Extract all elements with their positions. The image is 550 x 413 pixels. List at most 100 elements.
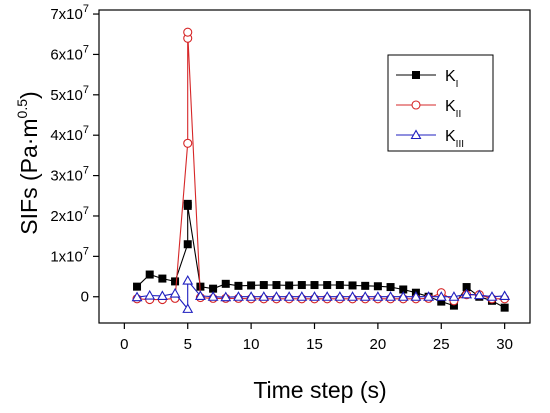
legend-label-k-iii: KIII (445, 128, 464, 150)
data-point-k-iii (144, 289, 156, 300)
y-tick-label-exponent: 7 (83, 84, 89, 96)
data-point-k-i (348, 281, 357, 290)
x-tick-label: 0 (120, 336, 128, 353)
data-point-k-iii (448, 291, 460, 301)
data-point-k-iii (220, 291, 232, 302)
x-axis-ticks: 0 5 10 15 20 25 30 (120, 323, 513, 353)
legend-marker-k-i (412, 71, 420, 79)
y-tick-label: 7x107 (50, 3, 89, 23)
data-point-k-i (247, 281, 256, 290)
data-point-k-iii (258, 291, 270, 301)
y-axis-title: SIFs (Pa·m0.5) (14, 91, 42, 234)
legend-label-subscript: III (456, 139, 464, 150)
data-point-k-iii (372, 291, 384, 301)
data-point-k-iii (359, 291, 371, 301)
data-point-k-iii (271, 291, 282, 301)
data-point-k-ii (183, 27, 193, 37)
y-tick-label-exponent: 7 (83, 43, 89, 55)
data-point-k-i (171, 277, 180, 286)
legend-label-subscript: I (456, 79, 459, 90)
data-point-k-i (133, 282, 142, 291)
x-tick-label: 15 (306, 336, 323, 353)
data-point-k-iii (182, 274, 194, 285)
y-tick-label-base: 0 (81, 289, 89, 306)
y-tick-label-base: 3x10 (50, 168, 83, 185)
legend-label-main: K (445, 68, 456, 85)
data-point-k-iii (131, 291, 143, 302)
data-point-k-iii (473, 289, 485, 300)
y-tick-label-exponent: 7 (83, 165, 89, 177)
y-tick-label-exponent: 7 (83, 3, 89, 15)
legend-box (387, 54, 494, 152)
data-point-k-iii (334, 291, 346, 301)
data-point-k-i (373, 282, 382, 291)
series-k-iii (131, 274, 511, 313)
y-tick-label-exponent: 7 (83, 245, 89, 257)
data-point-k-iii (486, 291, 498, 301)
data-point-k-i (285, 281, 294, 290)
data-point-k-iii (321, 291, 333, 301)
data-point-k-i (272, 281, 281, 290)
legend-label-main: K (445, 128, 456, 145)
data-point-k-iii (169, 287, 181, 298)
data-point-k-iii (385, 291, 396, 301)
data-point-k-iii (233, 291, 244, 301)
legend-marker-k-iii (410, 129, 422, 140)
data-point-k-i (209, 284, 218, 293)
y-axis-title-close: ) (16, 91, 42, 99)
x-tick-label: 20 (370, 336, 387, 353)
data-point-k-iii (194, 290, 206, 300)
data-point-k-iii (423, 291, 435, 301)
y-tick-label: 1x107 (50, 245, 89, 265)
data-point-k-i (323, 281, 332, 290)
x-tick-label: 30 (496, 336, 513, 353)
data-point-k-iii (156, 290, 168, 300)
data-point-k-iii (309, 291, 320, 301)
data-point-k-i (145, 270, 154, 279)
data-point-k-iii (410, 291, 422, 301)
y-tick-label: 6x107 (50, 43, 89, 63)
data-point-k-i (183, 240, 192, 249)
data-point-k-i (361, 281, 370, 290)
y-tick-label: 4x107 (50, 124, 89, 144)
y-axis-title-main: SIFs (Pa·m (16, 118, 42, 234)
data-point-k-iii (397, 291, 409, 301)
y-tick-label-base: 5x10 (50, 87, 83, 104)
data-point-k-ii (183, 138, 193, 148)
legend-label-k-ii: KII (445, 98, 461, 120)
data-point-k-i (183, 201, 192, 210)
data-point-k-iii (283, 291, 295, 301)
legend-label-main: K (445, 98, 456, 115)
legend-label-subscript: II (456, 109, 462, 120)
x-tick-label: 5 (184, 336, 192, 353)
legend-label-k-i: KI (445, 68, 458, 90)
data-point-k-i (335, 281, 344, 290)
data-point-k-i (221, 279, 230, 288)
y-tick-label: 5x107 (50, 84, 89, 104)
x-axis-title: Time step (s) (253, 377, 386, 403)
y-tick-label-exponent: 7 (83, 124, 89, 136)
series-layer (131, 27, 511, 313)
data-point-k-i (234, 281, 243, 290)
y-tick-label: 2x107 (50, 205, 89, 225)
data-point-k-i (158, 274, 167, 283)
data-point-k-i (500, 303, 509, 312)
y-tick-label-base: 4x10 (50, 127, 83, 144)
data-point-k-i (297, 281, 306, 290)
y-axis-title-text: SIFs (Pa·m0.5) (14, 91, 42, 234)
data-point-k-i (386, 283, 395, 292)
data-point-k-i (310, 281, 319, 290)
data-point-k-i (259, 281, 268, 290)
data-point-k-iii (435, 291, 447, 301)
y-tick-label-base: 1x10 (50, 248, 83, 265)
data-point-k-iii (461, 288, 473, 299)
data-point-k-iii (499, 290, 511, 300)
series-line-k-i (136, 203, 505, 309)
legend-marker-k-ii (411, 100, 421, 110)
data-point-k-iii (182, 303, 194, 313)
data-point-k-iii (296, 291, 308, 301)
y-tick-label: 0 (81, 289, 89, 306)
